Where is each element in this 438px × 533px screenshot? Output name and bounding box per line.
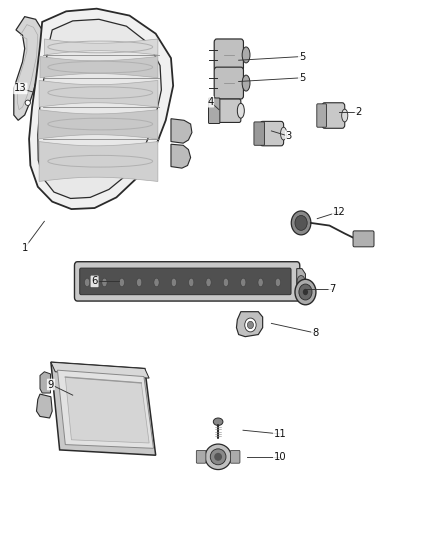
Polygon shape [29,9,173,209]
Ellipse shape [85,278,90,287]
Polygon shape [51,362,155,455]
Ellipse shape [281,127,287,140]
Text: 7: 7 [329,284,336,294]
Polygon shape [36,394,52,418]
Polygon shape [171,144,191,168]
Polygon shape [14,17,42,120]
Ellipse shape [205,444,231,470]
FancyBboxPatch shape [230,450,240,463]
Ellipse shape [291,211,311,235]
Polygon shape [297,269,305,293]
FancyBboxPatch shape [254,122,265,146]
Ellipse shape [154,278,159,287]
Polygon shape [44,39,158,55]
Ellipse shape [214,453,222,461]
Ellipse shape [342,109,348,122]
FancyBboxPatch shape [260,122,284,146]
FancyBboxPatch shape [353,231,374,247]
Ellipse shape [240,278,246,287]
Ellipse shape [295,215,307,230]
Polygon shape [38,19,161,198]
Text: 5: 5 [299,73,305,83]
Ellipse shape [245,318,256,332]
Polygon shape [39,142,158,181]
Text: 8: 8 [312,328,318,338]
Ellipse shape [303,289,308,295]
Ellipse shape [299,284,312,300]
Text: 1: 1 [21,243,28,253]
Ellipse shape [189,278,194,287]
Text: 9: 9 [48,379,54,390]
Polygon shape [39,110,158,139]
Text: 13: 13 [14,83,27,93]
Ellipse shape [242,75,250,91]
Text: 6: 6 [92,277,98,286]
Ellipse shape [25,100,30,106]
Polygon shape [51,362,149,378]
Text: 11: 11 [274,429,286,439]
Text: 12: 12 [333,207,346,217]
Ellipse shape [297,276,305,287]
Ellipse shape [247,321,254,329]
Text: 4: 4 [207,96,213,107]
Ellipse shape [242,47,250,63]
FancyBboxPatch shape [74,262,300,301]
Polygon shape [65,377,149,443]
Ellipse shape [295,279,316,305]
Ellipse shape [137,278,142,287]
Polygon shape [237,312,263,337]
FancyBboxPatch shape [214,67,244,99]
FancyBboxPatch shape [317,104,326,127]
FancyBboxPatch shape [196,450,206,463]
FancyBboxPatch shape [216,99,241,123]
Ellipse shape [119,278,124,287]
Polygon shape [57,370,153,448]
FancyBboxPatch shape [322,103,345,128]
Polygon shape [40,56,158,78]
FancyBboxPatch shape [80,268,291,295]
Text: 10: 10 [274,452,286,462]
Ellipse shape [223,278,229,287]
Text: 2: 2 [356,107,362,117]
Ellipse shape [210,449,226,465]
Ellipse shape [102,278,107,287]
FancyBboxPatch shape [214,39,244,71]
Polygon shape [171,119,192,143]
Polygon shape [39,80,158,107]
Text: 3: 3 [286,131,292,141]
Ellipse shape [171,278,177,287]
Text: 5: 5 [299,52,305,61]
Polygon shape [40,372,50,393]
FancyBboxPatch shape [208,98,220,124]
Ellipse shape [206,278,211,287]
Ellipse shape [258,278,263,287]
Ellipse shape [213,418,223,425]
Ellipse shape [276,278,281,287]
Ellipse shape [237,103,244,118]
